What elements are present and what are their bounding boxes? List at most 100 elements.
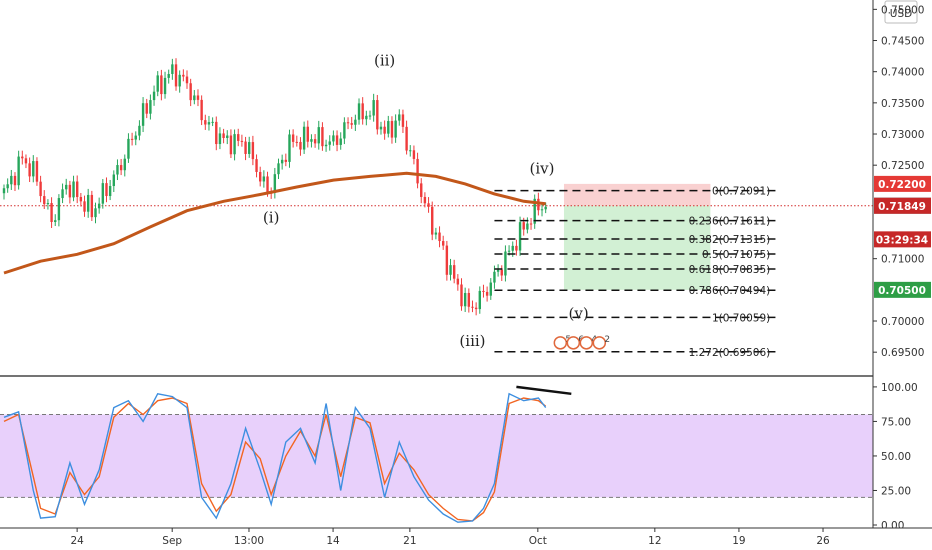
badge-target-high: 0.72200 [874, 175, 931, 192]
candle [86, 188, 90, 218]
wave-label: (i) [263, 209, 280, 227]
candle-body [324, 144, 328, 147]
candle-body [240, 140, 244, 142]
candle [35, 157, 39, 186]
candle [13, 172, 17, 192]
candle [471, 300, 474, 313]
candle [240, 134, 244, 147]
candle-body [500, 269, 503, 276]
candle-body [233, 134, 236, 155]
candle [138, 120, 141, 141]
price-axis-tick: 0.73000 [881, 129, 924, 141]
candle [79, 192, 83, 207]
badge-countdown-box [874, 231, 931, 248]
candle-body [471, 306, 474, 308]
candle [324, 139, 328, 152]
event-flags[interactable]: 5642 [553, 335, 610, 350]
wave-label: (v) [569, 305, 589, 323]
fibonacci-extension[interactable]: 0(0.72091) 0.236(0.71611) 0.382(0.71315) 0.… [494, 186, 777, 359]
candle [193, 90, 196, 105]
candle [130, 132, 134, 146]
oscillator-band [0, 414, 873, 498]
price-axis-tick: 0.71000 [881, 254, 924, 266]
candle-body [416, 158, 419, 184]
time-axis-tick: Sep [162, 535, 182, 547]
candle [94, 202, 97, 224]
candle-body [32, 161, 35, 177]
candle [119, 158, 123, 176]
time-axis-tick: 21 [403, 535, 416, 547]
candle-body [6, 184, 9, 189]
candle [185, 70, 189, 89]
fib-label-0.236: 0.236(0.71611) [689, 216, 771, 228]
time-axis[interactable] [0, 528, 932, 550]
candle-body [372, 100, 375, 116]
price-axis-tick: 0.74000 [881, 67, 924, 79]
candle [211, 117, 214, 127]
fib-label-1.272: 1.272(0.69506) [689, 347, 771, 359]
candle [394, 114, 397, 143]
candle [46, 199, 50, 210]
candle-body [259, 171, 262, 182]
candle-body [57, 198, 61, 221]
badge-target-low-box [874, 281, 931, 298]
candle-body [83, 201, 86, 212]
candle [149, 94, 152, 120]
candle [24, 154, 28, 169]
candle [372, 93, 375, 122]
candle [376, 94, 379, 135]
candle-body [489, 282, 492, 296]
candle [350, 116, 353, 129]
candle-body [68, 184, 72, 198]
candle [156, 71, 159, 97]
candle-body [387, 121, 390, 134]
candle [207, 115, 211, 131]
candle-body [189, 83, 192, 101]
candle [233, 129, 236, 161]
candle-body [537, 198, 540, 211]
osc-axis-tick: 25.00 [881, 485, 911, 497]
candle-body [361, 103, 364, 120]
candle-body [467, 292, 471, 307]
candle-body [288, 134, 291, 162]
candle [123, 154, 126, 177]
candle-body [204, 120, 207, 125]
candle-body [119, 165, 123, 171]
candle-body [54, 220, 57, 222]
candle [438, 226, 441, 248]
candle-body [145, 103, 148, 114]
candle-body [211, 121, 214, 123]
candle-body [456, 278, 460, 285]
candle [229, 129, 233, 159]
price-axis[interactable] [873, 0, 932, 528]
price-pane[interactable] [0, 0, 873, 374]
candle [255, 154, 258, 178]
price-axis-tick: 0.70000 [881, 316, 924, 328]
candle-body [13, 175, 17, 186]
candle [43, 190, 46, 209]
fib-label-0.382: 0.382(0.71315) [689, 234, 771, 246]
long-position-tool[interactable] [0, 183, 873, 290]
time-axis-tick: 24 [70, 535, 84, 547]
candle [244, 136, 247, 161]
candle [302, 121, 306, 154]
candle-body [149, 100, 152, 114]
candle [485, 286, 489, 302]
candle [321, 122, 324, 151]
candle [284, 153, 288, 167]
candle-body [207, 122, 211, 125]
candle-body [90, 194, 94, 218]
candle [167, 69, 170, 84]
candle [17, 150, 20, 190]
candle-body [200, 99, 203, 121]
candle [295, 135, 298, 147]
candle-body [185, 76, 189, 84]
candle [354, 114, 357, 131]
candle [291, 129, 295, 148]
candle [248, 136, 251, 158]
badge-target-high-box [874, 175, 931, 192]
fib-label-1: 1(0.70059) [712, 312, 770, 324]
event-flag-icon [566, 336, 581, 350]
candle-body [474, 307, 478, 310]
